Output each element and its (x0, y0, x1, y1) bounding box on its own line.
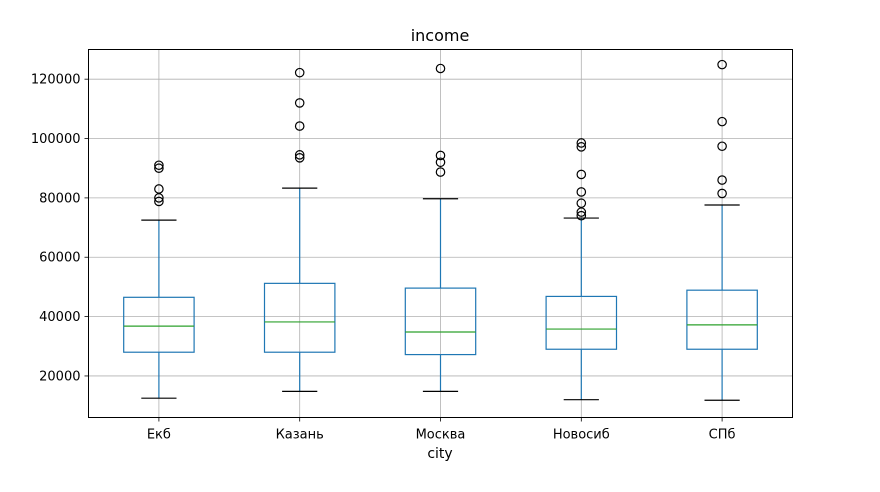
y-tick-label: 80000 (39, 191, 80, 206)
x-tick-label: Москва (416, 428, 466, 443)
outlier-point (717, 141, 727, 152)
box-group (545, 138, 618, 401)
outlier-point (435, 157, 446, 168)
outlier-point (576, 169, 587, 180)
outlier-point (717, 116, 727, 127)
iqr-box (686, 289, 758, 350)
outlier-point (717, 175, 727, 185)
box-group (123, 160, 195, 399)
plot-frame (88, 49, 793, 418)
outlier-point (717, 188, 727, 199)
y-tick-label: 60000 (39, 251, 80, 266)
x-tick-label: Новосиб (553, 428, 610, 443)
outlier-point (154, 196, 164, 207)
box-group (686, 59, 758, 401)
x-tick-label: СПб (709, 428, 736, 443)
outlier-point (294, 150, 305, 160)
iqr-box (263, 282, 336, 353)
box-group (263, 67, 336, 392)
x-tick-label: Екб (147, 428, 171, 443)
x-axis-label: city (427, 446, 452, 462)
outlier-point (294, 98, 305, 108)
outlier-point (435, 63, 446, 74)
y-tick-label: 120000 (31, 73, 81, 88)
boxes (123, 59, 758, 401)
outlier-point (294, 121, 305, 131)
y-tick-label: 40000 (39, 310, 80, 325)
outlier-point (154, 160, 164, 171)
outlier-point (576, 138, 587, 148)
outlier-point (576, 187, 587, 197)
iqr-box (545, 295, 618, 350)
outlier-point (154, 184, 164, 194)
outlier-point (294, 153, 305, 163)
outlier-point (717, 59, 727, 70)
y-axis: 20000 40000 60000 80000 100000 120000 (31, 73, 89, 384)
x-tick-label: Казань (276, 428, 324, 443)
outlier-point (576, 210, 587, 221)
chart-title: income (411, 26, 470, 45)
outlier-point (435, 167, 446, 177)
x-axis: Екб Казань Москва Новосиб СПб (147, 417, 736, 443)
iqr-box (123, 296, 195, 353)
outlier-point (154, 163, 164, 174)
outlier-point (294, 67, 305, 78)
outlier-point (576, 198, 587, 209)
iqr-box (404, 287, 477, 356)
box-group (404, 63, 477, 392)
outlier-point (435, 150, 446, 161)
outlier-point (576, 142, 587, 152)
y-tick-label: 20000 (39, 369, 80, 384)
y-tick-label: 100000 (31, 132, 81, 147)
